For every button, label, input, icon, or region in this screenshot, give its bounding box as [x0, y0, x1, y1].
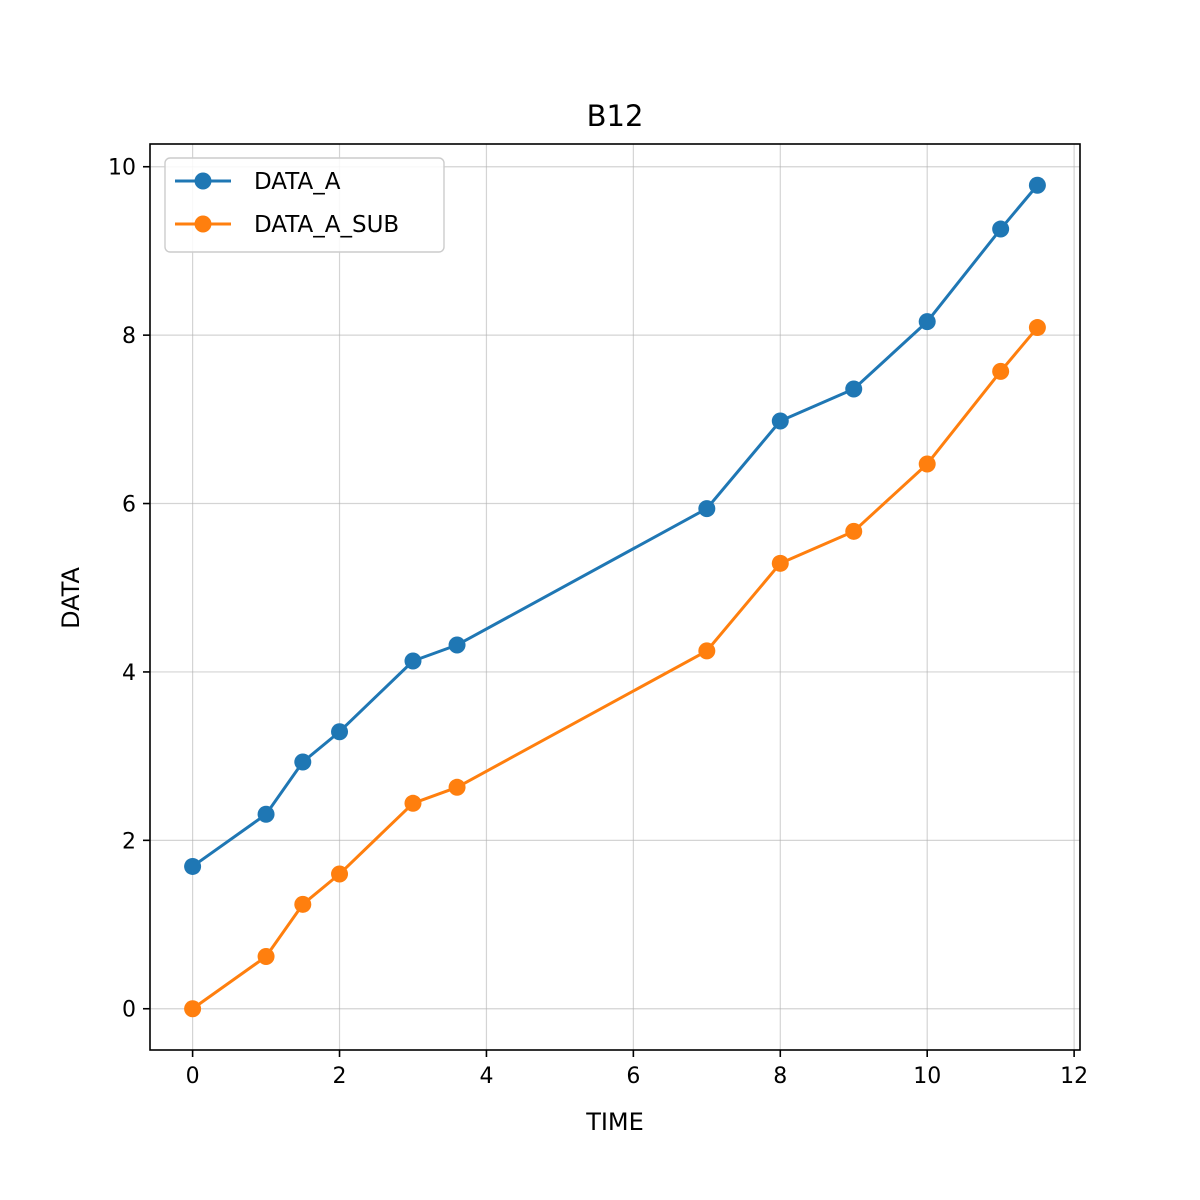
y-tick-label: 8	[122, 324, 136, 349]
data-point	[771, 554, 789, 572]
axis-ticks: 0 2 4 6 8 10 12 0 2 4 6 8 10	[108, 156, 1088, 1089]
data-point	[448, 636, 466, 654]
data-point	[992, 362, 1010, 380]
series-data-a-sub	[184, 319, 1046, 1018]
x-tick-label: 10	[913, 1064, 941, 1089]
x-tick-label: 2	[333, 1064, 347, 1089]
data-point	[698, 642, 716, 660]
legend-label: DATA_A_SUB	[254, 212, 399, 238]
y-tick-label: 6	[122, 493, 136, 518]
data-point	[1028, 176, 1046, 194]
x-tick-label: 12	[1060, 1064, 1088, 1089]
y-tick-label: 10	[108, 156, 136, 181]
legend-label: DATA_A	[254, 169, 341, 195]
data-point	[448, 778, 466, 796]
x-tick-label: 8	[773, 1064, 787, 1089]
data-point	[404, 652, 422, 670]
legend-box	[164, 157, 445, 253]
x-tick-label: 4	[479, 1064, 493, 1089]
data-point	[992, 220, 1010, 238]
data-point	[184, 1000, 202, 1018]
series-line	[191, 184, 1039, 868]
data-point	[294, 895, 312, 913]
legend-marker	[194, 215, 212, 233]
data-point	[257, 805, 275, 823]
data-point	[918, 313, 936, 331]
data-point	[698, 500, 716, 518]
grid	[150, 144, 1080, 1050]
chart-title: B12	[587, 99, 644, 133]
data-point	[845, 380, 863, 398]
series-layer	[184, 176, 1046, 1018]
data-point	[294, 753, 312, 771]
series-data-a	[184, 176, 1046, 875]
data-point	[331, 723, 349, 741]
data-point	[1028, 319, 1046, 337]
data-point	[331, 865, 349, 883]
data-point	[257, 948, 275, 966]
y-tick-label: 4	[122, 661, 136, 686]
data-point	[771, 412, 789, 430]
y-axis-title: DATA	[57, 567, 85, 629]
data-point	[184, 857, 202, 875]
x-axis-title: TIME	[585, 1108, 644, 1136]
plot-frame	[149, 143, 1081, 1051]
y-tick-label: 2	[122, 829, 136, 854]
data-point	[918, 455, 936, 473]
legend-marker	[194, 172, 212, 190]
data-point	[404, 794, 422, 812]
y-tick-label: 0	[122, 998, 136, 1023]
x-tick-label: 6	[626, 1064, 640, 1089]
legend: DATA_A DATA_A_SUB	[164, 157, 445, 253]
legend-item: DATA_A	[175, 169, 341, 195]
legend-item: DATA_A_SUB	[175, 212, 399, 238]
data-point	[845, 522, 863, 540]
x-tick-label: 0	[186, 1064, 200, 1089]
series-line	[191, 326, 1039, 1010]
